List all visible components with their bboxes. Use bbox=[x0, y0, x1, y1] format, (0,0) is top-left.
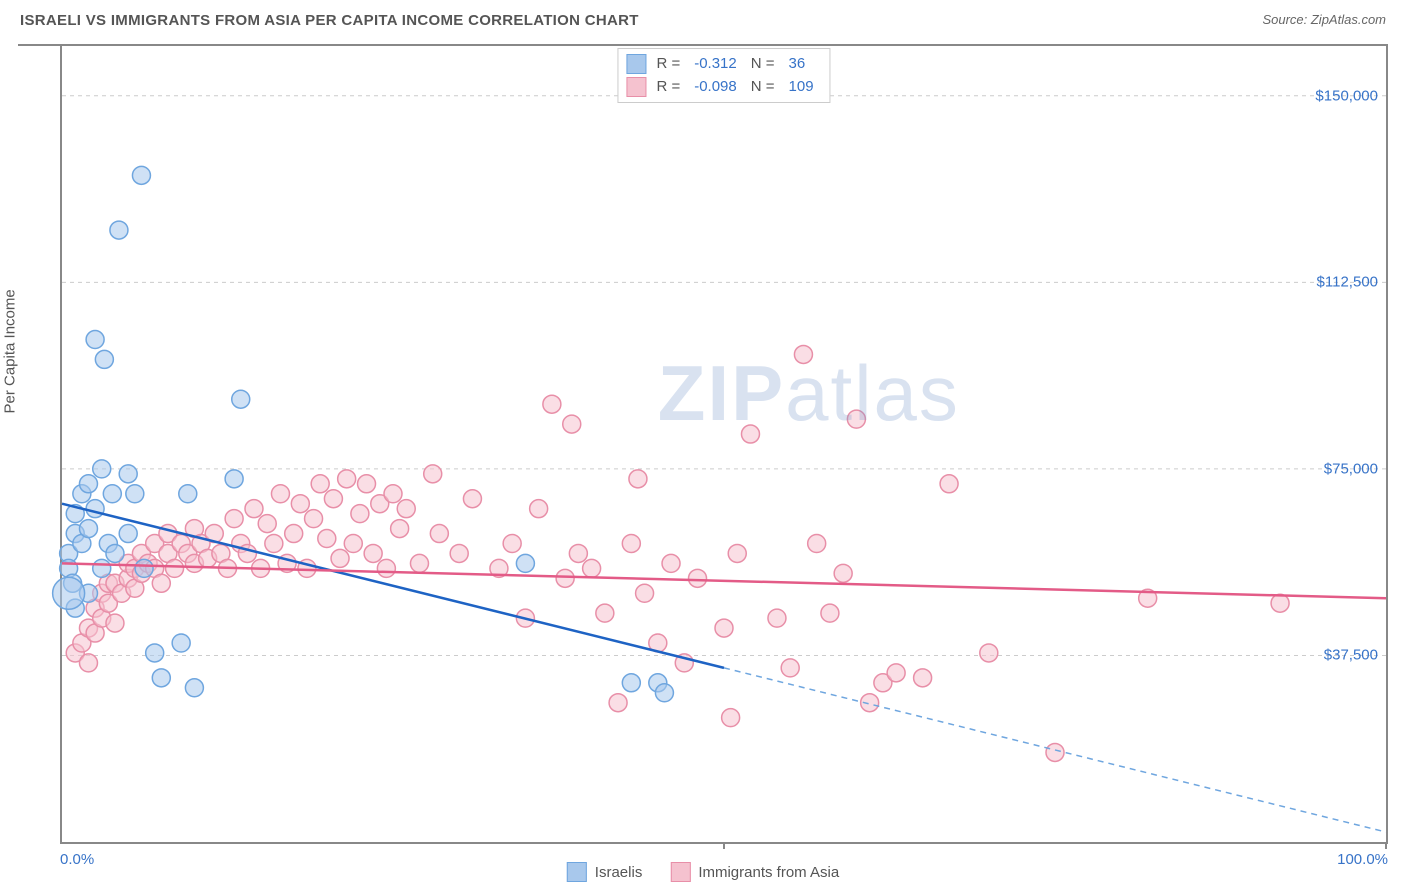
legend-item-immigrants: Immigrants from Asia bbox=[670, 862, 839, 882]
scatter-svg bbox=[62, 46, 1386, 842]
legend-item-israelis: Israelis bbox=[567, 862, 643, 882]
plot-region: R = -0.312 N = 36 R = -0.098 N = 109 ZIP… bbox=[60, 46, 1386, 844]
swatch-israelis-icon bbox=[567, 862, 587, 882]
label-n: N = bbox=[751, 53, 775, 76]
x-tick-mark bbox=[1385, 842, 1387, 849]
legend-label-immigrants: Immigrants from Asia bbox=[698, 864, 839, 881]
y-tick: $112,500 bbox=[1317, 274, 1378, 291]
value-r-immigrants: -0.098 bbox=[690, 76, 741, 99]
y-tick: $150,000 bbox=[1315, 87, 1378, 104]
x-tick-mark bbox=[723, 842, 725, 849]
x-tick-right: 100.0% bbox=[1337, 851, 1388, 868]
swatch-immigrants bbox=[626, 77, 646, 97]
source-label: Source: ZipAtlas.com bbox=[1262, 12, 1386, 29]
value-n-israelis: 36 bbox=[785, 53, 810, 76]
label-r: R = bbox=[656, 76, 680, 99]
swatch-israelis bbox=[626, 54, 646, 74]
legend-row-immigrants: R = -0.098 N = 109 bbox=[626, 76, 817, 99]
swatch-immigrants-icon bbox=[670, 862, 690, 882]
y-axis-label: Per Capita Income bbox=[2, 289, 19, 413]
chart-area: Per Capita Income R = -0.312 N = 36 R = … bbox=[18, 44, 1388, 844]
legend-label-israelis: Israelis bbox=[595, 864, 643, 881]
value-n-immigrants: 109 bbox=[785, 76, 818, 99]
correlation-legend: R = -0.312 N = 36 R = -0.098 N = 109 bbox=[617, 48, 830, 103]
bottom-legend: Israelis Immigrants from Asia bbox=[567, 862, 839, 882]
value-r-israelis: -0.312 bbox=[690, 53, 741, 76]
legend-row-israelis: R = -0.312 N = 36 bbox=[626, 53, 817, 76]
label-r: R = bbox=[656, 53, 680, 76]
y-tick: $75,000 bbox=[1324, 460, 1378, 477]
x-tick-left: 0.0% bbox=[60, 851, 94, 868]
label-n: N = bbox=[751, 76, 775, 99]
y-tick: $37,500 bbox=[1324, 647, 1378, 664]
chart-title: ISRAELI VS IMMIGRANTS FROM ASIA PER CAPI… bbox=[20, 12, 639, 29]
